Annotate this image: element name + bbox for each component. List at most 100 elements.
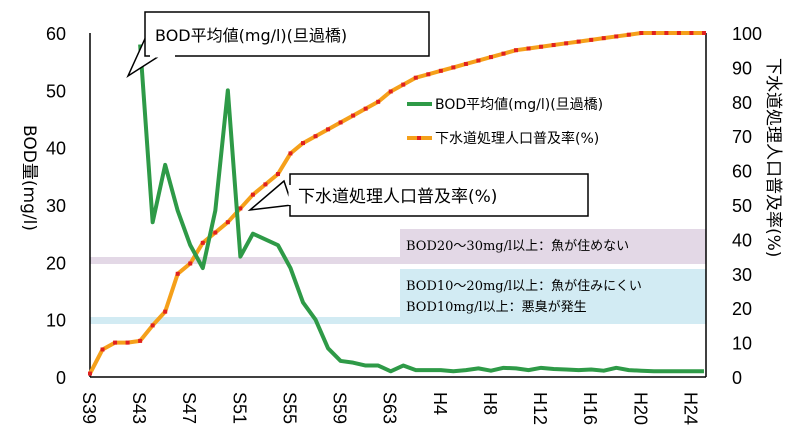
sewer-point-S56 xyxy=(301,141,306,146)
sewer-point-S53 xyxy=(263,182,268,187)
sewer-point-H6 xyxy=(463,61,468,66)
sewer-point-H19 xyxy=(626,32,631,37)
sewer-point-S50 xyxy=(225,220,230,225)
sewer-point-H7 xyxy=(476,58,481,63)
band-20-text: BOD20～30mg/l以上：魚が住めない xyxy=(406,239,629,254)
legend: BOD平均値(mg/l)(旦過橋) 下水道処理人口普及率(%) xyxy=(407,97,603,147)
y-right-tick-60: 60 xyxy=(732,162,752,182)
x-tick-H20: H20 xyxy=(630,392,650,425)
axes xyxy=(89,33,707,378)
sewer-point-H18 xyxy=(614,34,619,39)
sewer-point-H4 xyxy=(438,68,443,73)
x-tick-H12: H12 xyxy=(530,392,550,425)
sewer-point-S57 xyxy=(313,134,318,139)
sewer-point-H3 xyxy=(426,72,431,77)
sewer-point-H20 xyxy=(639,31,644,35)
bod-line xyxy=(138,44,704,374)
sewer-point-S51 xyxy=(238,206,243,211)
sewer-point-H22 xyxy=(664,31,669,35)
sewer-point-S55 xyxy=(288,151,293,156)
sewer-point-S46 xyxy=(175,271,180,276)
y-right-tick-labels: 0 10 20 30 40 50 60 70 80 90 100 xyxy=(732,24,762,388)
sewer-callout-pointer xyxy=(247,179,294,212)
band-10-line xyxy=(90,317,706,324)
sewer-point-S45 xyxy=(163,309,168,314)
sewer-point-H14 xyxy=(564,41,569,46)
legend-bod-label: BOD平均値(mg/l)(旦過橋) xyxy=(435,97,603,113)
sewer-point-H23 xyxy=(676,31,681,35)
bod-callout-box xyxy=(144,11,430,57)
sewer-point-S48 xyxy=(200,240,205,245)
y-right-tick-30: 30 xyxy=(732,265,752,285)
y-left-axis-title: BOD量(mg/l) xyxy=(19,125,39,231)
bod-callout-text: BOD平均値(mg/l)(旦過橋) xyxy=(155,26,347,45)
legend-sewer-marker xyxy=(417,136,421,140)
x-tick-S55: S55 xyxy=(279,392,299,424)
x-tick-S47: S47 xyxy=(179,392,199,424)
sewer-point-H17 xyxy=(601,36,606,41)
sewer-point-H16 xyxy=(589,37,594,42)
sewer-point-H12 xyxy=(539,44,544,49)
sewer-point-H5 xyxy=(451,65,456,70)
sewer-point-H13 xyxy=(551,43,556,48)
y-right-axis-title-text: 下水道処理人口普及率(%) xyxy=(763,58,783,257)
sewer-callout-box xyxy=(289,173,589,217)
y-left-tick-30: 30 xyxy=(46,196,66,216)
x-tick-S39: S39 xyxy=(79,392,99,424)
bod-callout: BOD平均値(mg/l)(旦過橋) xyxy=(126,11,430,78)
y-left-tick-60: 60 xyxy=(46,24,66,44)
sewer-point-S43 xyxy=(138,338,143,343)
y-right-tick-0: 0 xyxy=(732,368,742,388)
sewer-point-S44 xyxy=(150,323,155,328)
band-10-text-2: BOD10mg/l以上：悪臭が発生 xyxy=(406,300,587,315)
sewer-point-S63 xyxy=(388,89,393,94)
sewer-point-S41 xyxy=(113,340,118,345)
sewer-point-S39 xyxy=(88,371,92,376)
sewer-point-S52 xyxy=(250,192,255,197)
sewer-point-S40 xyxy=(100,347,105,352)
x-tick-S43: S43 xyxy=(129,392,149,424)
band-10 xyxy=(400,269,706,323)
sewer-point-S58 xyxy=(326,127,331,132)
y-right-tick-10: 10 xyxy=(732,334,752,354)
y-left-tick-50: 50 xyxy=(46,81,66,101)
y-right-tick-90: 90 xyxy=(732,58,752,78)
sewer-point-H2 xyxy=(413,75,418,80)
sewer-rate-line xyxy=(88,31,704,375)
sewer-point-S42 xyxy=(125,340,130,345)
band-10-text-1: BOD10～20mg/l以上：魚が住みにくい xyxy=(406,279,642,294)
reference-bands: BOD20～30mg/l以上：魚が住めない BOD10～20mg/l以上：魚が住… xyxy=(90,229,706,324)
sewer-point-S61 xyxy=(363,106,368,111)
y-left-tick-10: 10 xyxy=(46,311,66,331)
sewer-point-H9 xyxy=(501,51,506,56)
y-right-tick-100: 100 xyxy=(732,24,762,44)
legend-sewer-label: 下水道処理人口普及率(%) xyxy=(435,130,599,147)
sewer-point-S54 xyxy=(275,172,280,177)
sewer-point-H25 xyxy=(701,31,706,35)
sewer-point-H11 xyxy=(526,46,531,51)
x-tick-H8: H8 xyxy=(480,392,500,415)
y-left-tick-40: 40 xyxy=(46,139,66,159)
sewer-callout: 下水道処理人口普及率(%) xyxy=(247,173,589,217)
sewer-point-H8 xyxy=(488,55,493,60)
sewer-point-H1 xyxy=(401,82,406,87)
sewer-rate-markers xyxy=(88,31,706,376)
x-tick-S59: S59 xyxy=(330,392,350,424)
y-right-tick-40: 40 xyxy=(732,230,752,250)
sewer-point-S62 xyxy=(376,99,381,104)
x-tick-S63: S63 xyxy=(380,392,400,424)
sewer-point-H24 xyxy=(689,31,694,35)
y-left-tick-20: 20 xyxy=(46,253,66,273)
x-tick-H4: H4 xyxy=(430,392,450,415)
x-tick-H16: H16 xyxy=(580,392,600,425)
x-tick-H24: H24 xyxy=(680,392,700,425)
y-right-axis-title: 下水道処理人口普及率(%) xyxy=(763,58,783,257)
sewer-point-S49 xyxy=(213,230,218,235)
sewer-point-H21 xyxy=(651,31,656,35)
band-20-line xyxy=(90,257,706,264)
y-right-tick-50: 50 xyxy=(732,196,752,216)
y-left-tick-0: 0 xyxy=(56,368,66,388)
x-tick-labels: S39 S43 S47 S51 S55 S59 S63 H4 H8 H12 H16 H20 H24 xyxy=(79,392,700,425)
sewer-point-S47 xyxy=(188,261,193,266)
sewer-point-H15 xyxy=(576,39,581,44)
